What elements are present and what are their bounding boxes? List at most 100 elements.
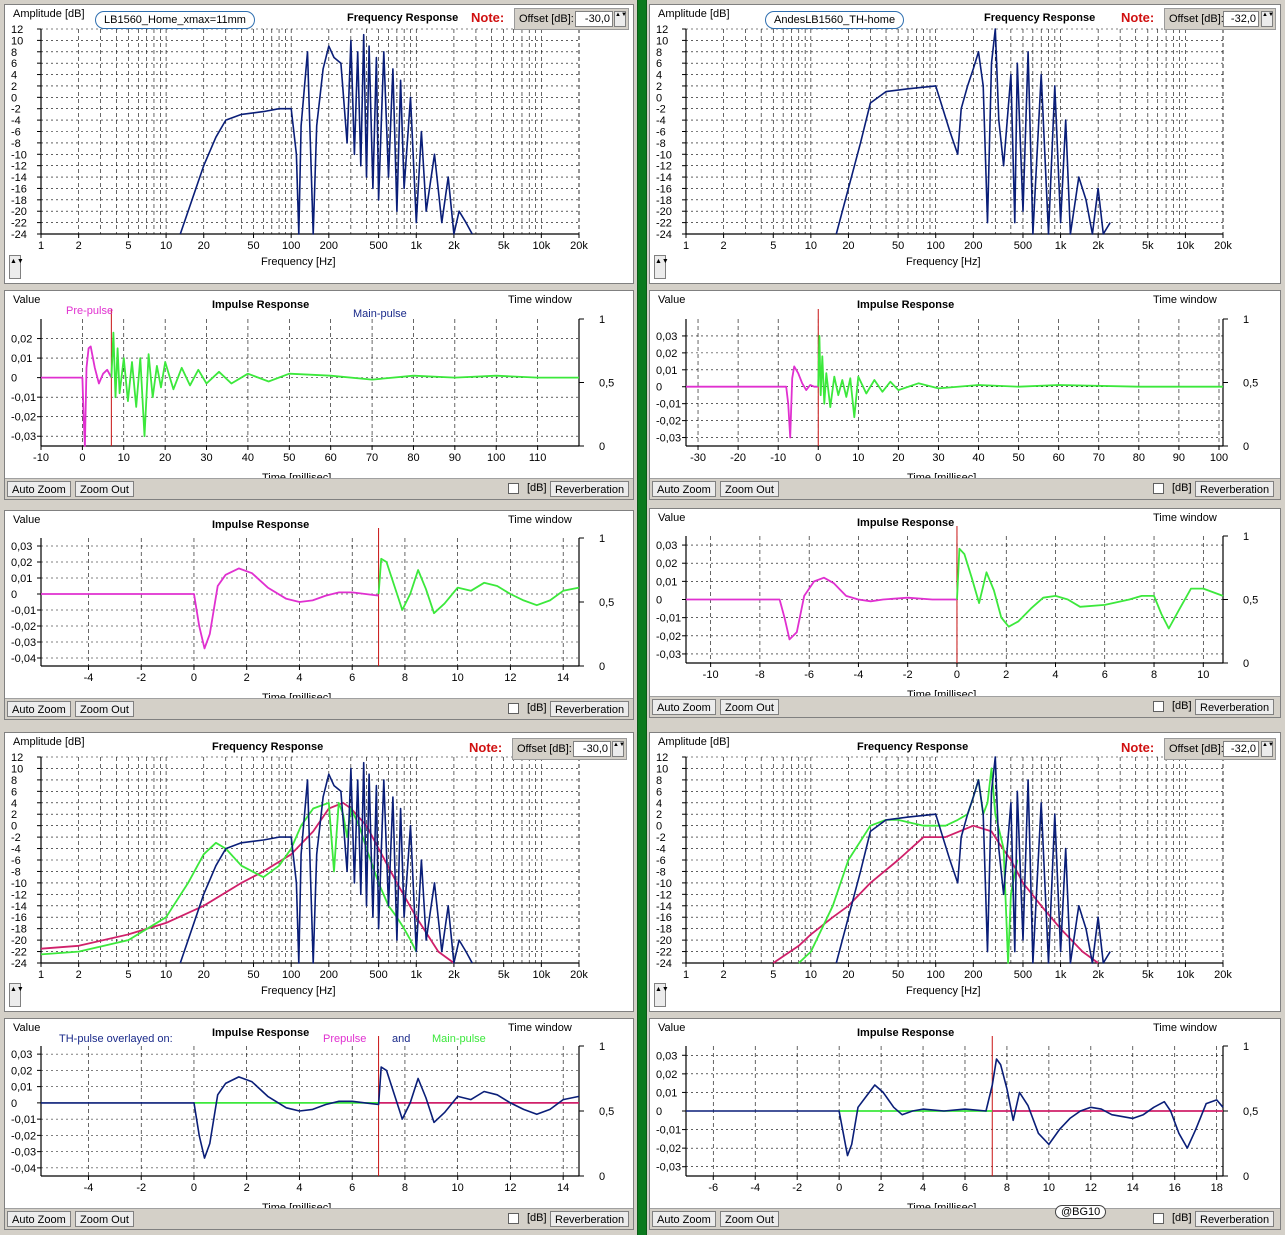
- x-tick-label: 0: [954, 669, 960, 681]
- time-window-label: Time window: [508, 514, 572, 526]
- trace-name-pill[interactable]: AndesLB1560_TH-home: [765, 11, 905, 29]
- auto-zoom-button[interactable]: Auto Zoom: [7, 481, 71, 497]
- offset-control[interactable]: Offset [dB]: -30,0 ▲▼: [512, 738, 627, 760]
- axes: [37, 28, 580, 238]
- axes: [37, 756, 580, 967]
- x-tick-label: 20: [198, 240, 210, 252]
- chart-title: Impulse Response: [212, 1027, 310, 1039]
- y-tick-label: 2: [11, 809, 17, 821]
- reverberation-button[interactable]: Reverberation: [550, 481, 630, 497]
- y-tick-label: -2: [656, 104, 666, 116]
- chart-title: Frequency Response: [212, 741, 324, 753]
- reverberation-button[interactable]: Reverberation: [1195, 699, 1275, 715]
- y2-tick-label: 0,5: [599, 597, 614, 609]
- panel-scroll-arrows[interactable]: ▲▼: [654, 983, 669, 1007]
- y-tick-label: 0,01: [656, 365, 677, 377]
- panel-bottom-bar: Auto Zoom Zoom Out [dB] Reverberation: [650, 478, 1280, 499]
- x-tick-label: -4: [750, 1182, 760, 1194]
- x-tick-label: -10: [33, 452, 49, 464]
- series-magenta-line: [686, 365, 819, 439]
- zoom-out-button[interactable]: Zoom Out: [720, 1211, 779, 1227]
- y-tick-label: -0,02: [11, 621, 36, 633]
- offset-control[interactable]: Offset [dB]: -30,0 ▲▼: [514, 8, 629, 30]
- y-tick-label: 12: [11, 24, 23, 36]
- chart-l2: -10 0 10 20 30 40 50 60 70 80 90 100 1100,020,010-0,…: [11, 309, 614, 464]
- y-tick-label: -0,02: [11, 412, 36, 424]
- x-tick-label: -6: [708, 1182, 718, 1194]
- offset-value-field[interactable]: -30,0: [575, 11, 613, 27]
- chart-title: Impulse Response: [212, 299, 310, 311]
- overlay-caption: TH-pulse overlayed on:: [59, 1033, 173, 1045]
- offset-control[interactable]: Offset [dB]: -32,0 ▲▼: [1164, 738, 1276, 760]
- db-checkbox[interactable]: [508, 1213, 519, 1224]
- auto-zoom-button[interactable]: Auto Zoom: [652, 481, 716, 497]
- y-tick-label: -0,03: [656, 649, 681, 661]
- y2-tick-label: 0: [1243, 441, 1249, 453]
- y-tick-label: 6: [11, 786, 17, 798]
- x-axis-label: Frequency [Hz]: [906, 985, 981, 997]
- y2-tick-label: 1: [1243, 1041, 1249, 1053]
- reverberation-button[interactable]: Reverberation: [1195, 481, 1275, 497]
- auto-zoom-button[interactable]: Auto Zoom: [652, 699, 716, 715]
- offset-spinner[interactable]: ▲▼: [1261, 741, 1274, 757]
- reverberation-button[interactable]: Reverberation: [1195, 1211, 1275, 1227]
- y-tick-label: -22: [656, 947, 672, 959]
- zoom-out-button[interactable]: Zoom Out: [75, 701, 134, 717]
- x-tick-label: 14: [557, 1182, 569, 1194]
- chart-title: Frequency Response: [857, 741, 969, 753]
- db-label: [dB]: [527, 482, 547, 494]
- db-checkbox[interactable]: [1153, 1213, 1164, 1224]
- y-tick-label: 0,02: [656, 1069, 677, 1081]
- x-tick-label: 80: [407, 452, 419, 464]
- offset-spinner[interactable]: ▲▼: [1261, 11, 1274, 27]
- x-tick-label: 2: [1003, 669, 1009, 681]
- offset-value-field[interactable]: -30,0: [573, 741, 611, 757]
- x-tick-label: -4: [84, 672, 94, 684]
- offset-control[interactable]: Offset [dB]: -32,0 ▲▼: [1164, 8, 1276, 30]
- db-checkbox[interactable]: [508, 483, 519, 494]
- x-tick-label: 10: [452, 1182, 464, 1194]
- db-checkbox[interactable]: [508, 703, 519, 714]
- panel-scroll-arrows[interactable]: ▲▼: [9, 255, 24, 279]
- y-tick-label: -18: [656, 195, 672, 207]
- reverberation-button[interactable]: Reverberation: [550, 701, 630, 717]
- panel-scroll-arrows[interactable]: ▲▼: [9, 983, 24, 1007]
- pre-pulse-label: Pre-pulse: [66, 305, 114, 317]
- offset-spinner[interactable]: ▲▼: [614, 11, 627, 27]
- offset-spinner[interactable]: ▲▼: [612, 741, 625, 757]
- offset-value-field[interactable]: -32,0: [1223, 11, 1259, 27]
- x-tick-label: 8: [1004, 1182, 1010, 1194]
- y-tick-label: 0,02: [11, 1065, 32, 1077]
- x-tick-label: 1: [683, 240, 689, 252]
- main-pulse-label: Main-pulse: [353, 308, 407, 320]
- zoom-out-button[interactable]: Zoom Out: [720, 481, 779, 497]
- x-tick-label: 5: [125, 969, 131, 981]
- db-checkbox[interactable]: [1153, 701, 1164, 712]
- auto-zoom-button[interactable]: Auto Zoom: [7, 1211, 71, 1227]
- zoom-out-button[interactable]: Zoom Out: [720, 699, 779, 715]
- series-magenta-line: [686, 576, 957, 641]
- auto-zoom-button[interactable]: Auto Zoom: [7, 701, 71, 717]
- y-tick-label: -2: [656, 832, 666, 844]
- reverberation-button[interactable]: Reverberation: [550, 1211, 630, 1227]
- y2-tick-label: 1: [599, 533, 605, 545]
- zoom-out-button[interactable]: Zoom Out: [75, 481, 134, 497]
- y-tick-label: 0: [11, 1098, 17, 1110]
- panel-scroll-arrows[interactable]: ▲▼: [654, 255, 669, 279]
- x-tick-label: 0: [836, 1182, 842, 1194]
- x-tick-label: 2: [878, 1182, 884, 1194]
- y-tick-label: -16: [11, 912, 27, 924]
- x-tick-label: 2: [244, 1182, 250, 1194]
- y-tick-label: 4: [656, 70, 662, 82]
- y2-tick-label: 0: [599, 441, 605, 453]
- zoom-out-button[interactable]: Zoom Out: [75, 1211, 134, 1227]
- y-axis-label: Amplitude [dB]: [658, 8, 730, 20]
- trace-name-pill[interactable]: LB1560_Home_xmax=11mm: [95, 11, 255, 29]
- x-tick-label: -10: [703, 669, 719, 681]
- db-checkbox[interactable]: [1153, 483, 1164, 494]
- chart-title: Frequency Response: [984, 12, 1096, 24]
- y2-tick-label: 1: [1243, 531, 1249, 543]
- offset-value-field[interactable]: -32,0: [1223, 741, 1259, 757]
- auto-zoom-button[interactable]: Auto Zoom: [652, 1211, 716, 1227]
- y-tick-label: -0,02: [656, 1143, 681, 1155]
